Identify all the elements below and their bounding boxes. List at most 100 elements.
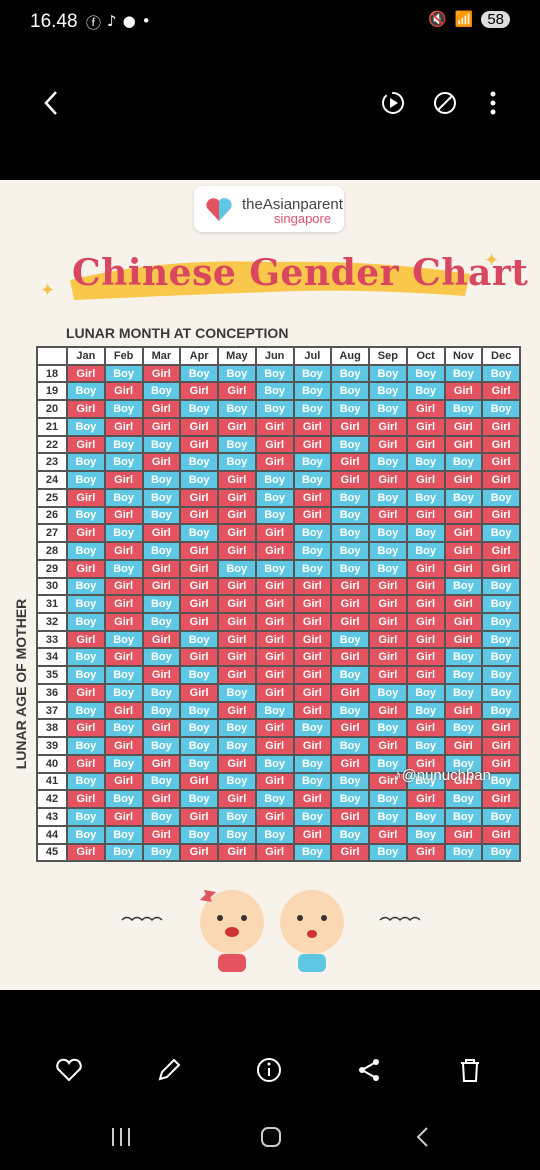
gender-cell: Girl bbox=[369, 630, 407, 649]
gender-cell: Boy bbox=[482, 595, 520, 614]
gender-cell: Boy bbox=[482, 648, 520, 667]
delete-icon[interactable] bbox=[455, 1055, 485, 1085]
gender-cell: Boy bbox=[255, 382, 294, 401]
gender-cell: Girl bbox=[142, 666, 181, 684]
gender-cell: Boy bbox=[369, 719, 407, 738]
gender-cell: Girl bbox=[218, 701, 256, 720]
gender-cell: Boy bbox=[444, 577, 483, 596]
gender-cell: Boy bbox=[369, 843, 407, 862]
gender-cell: Boy bbox=[444, 453, 483, 472]
gender-cell: Boy bbox=[331, 825, 369, 844]
age-cell: 21 bbox=[37, 417, 67, 436]
gender-cell: Boy bbox=[331, 559, 369, 578]
gender-cell: Boy bbox=[293, 843, 332, 862]
month-header: Nov bbox=[444, 347, 483, 365]
rotate-icon[interactable] bbox=[430, 86, 460, 120]
gender-cell: Girl bbox=[218, 613, 256, 631]
gender-cell: Girl bbox=[142, 630, 181, 649]
gender-cell: Boy bbox=[104, 524, 143, 543]
gender-cell: Girl bbox=[482, 825, 520, 844]
gender-cell: Girl bbox=[255, 417, 294, 436]
motion-photo-icon[interactable] bbox=[378, 86, 408, 120]
gender-cell: Boy bbox=[104, 666, 143, 684]
favorite-icon[interactable] bbox=[54, 1055, 84, 1085]
gender-cell: Girl bbox=[142, 417, 181, 436]
gender-cell: Boy bbox=[369, 790, 407, 809]
month-header: Oct bbox=[406, 347, 445, 365]
gender-cell: Girl bbox=[482, 435, 520, 454]
gender-cell: Girl bbox=[218, 754, 256, 773]
gender-cell: Boy bbox=[331, 400, 369, 418]
gender-cell: Girl bbox=[406, 471, 445, 489]
gender-cell: Girl bbox=[67, 400, 105, 418]
gender-cell: Girl bbox=[218, 471, 256, 489]
gender-cell: Boy bbox=[67, 666, 105, 684]
gender-cell: Boy bbox=[331, 488, 369, 507]
gender-cell: Boy bbox=[67, 453, 105, 472]
gender-cell: Boy bbox=[104, 754, 143, 773]
gender-cell: Boy bbox=[142, 471, 181, 489]
month-header: Jun bbox=[255, 347, 294, 365]
age-cell: 40 bbox=[37, 754, 67, 773]
gender-cell: Girl bbox=[331, 577, 369, 596]
gender-cell: Girl bbox=[369, 613, 407, 631]
gender-cell: Girl bbox=[482, 542, 520, 560]
gender-cell: Boy bbox=[444, 754, 483, 773]
gender-cell: Girl bbox=[218, 488, 256, 507]
system-icons: 🔇 📶 58 bbox=[428, 10, 510, 28]
gender-cell: Girl bbox=[104, 506, 143, 525]
gender-cell: Girl bbox=[482, 382, 520, 401]
gender-cell: Girl bbox=[255, 843, 294, 862]
gender-cell: Boy bbox=[218, 808, 256, 826]
gender-cell: Girl bbox=[255, 453, 294, 472]
back-icon[interactable] bbox=[408, 1124, 438, 1150]
gender-cell: Girl bbox=[142, 364, 181, 383]
mute-icon: 🔇 bbox=[427, 10, 447, 28]
gender-cell: Girl bbox=[444, 595, 483, 614]
gender-cell: Boy bbox=[218, 435, 256, 454]
gender-cell: Girl bbox=[104, 382, 143, 401]
gender-cell: Girl bbox=[255, 683, 294, 702]
notification-icons: ⓕ ♪ ● • bbox=[86, 12, 151, 33]
gender-cell: Boy bbox=[444, 843, 483, 862]
wifi-icon: 📶 bbox=[454, 10, 474, 28]
gender-cell: Boy bbox=[104, 488, 143, 507]
gender-cell: Girl bbox=[142, 524, 181, 543]
gender-cell: Boy bbox=[142, 701, 181, 720]
gender-cell: Girl bbox=[104, 417, 143, 436]
gender-cell: Girl bbox=[331, 648, 369, 667]
gender-cell: Boy bbox=[104, 719, 143, 738]
month-header: Aug bbox=[331, 347, 369, 365]
gender-cell: Boy bbox=[218, 719, 256, 738]
gender-cell: Boy bbox=[293, 471, 332, 489]
gender-cell: Girl bbox=[369, 772, 407, 791]
photo-image[interactable]: theAsianparent singapore Chinese Gender … bbox=[0, 180, 540, 990]
gender-cell: Boy bbox=[444, 364, 483, 383]
gender-cell: Boy bbox=[406, 808, 445, 826]
brand-logo: theAsianparent singapore bbox=[194, 186, 344, 232]
edit-icon[interactable] bbox=[154, 1055, 184, 1085]
gender-cell: Boy bbox=[444, 666, 483, 684]
back-arrow-icon[interactable] bbox=[38, 86, 68, 120]
more-icon[interactable] bbox=[478, 86, 508, 120]
gender-cell: Boy bbox=[406, 524, 445, 543]
gender-cell: Boy bbox=[180, 701, 218, 720]
recent-apps-icon[interactable] bbox=[106, 1124, 136, 1150]
gender-cell: Girl bbox=[180, 559, 218, 578]
gender-cell: Boy bbox=[255, 825, 294, 844]
age-cell: 19 bbox=[37, 382, 67, 401]
viewer-toolbar bbox=[0, 78, 540, 128]
gender-cell: Boy bbox=[369, 400, 407, 418]
gender-cell: Boy bbox=[444, 488, 483, 507]
gender-cell: Boy bbox=[331, 542, 369, 560]
gender-cell: Boy bbox=[255, 400, 294, 418]
share-icon[interactable] bbox=[354, 1055, 384, 1085]
gender-cell: Boy bbox=[67, 648, 105, 667]
info-icon[interactable] bbox=[254, 1055, 284, 1085]
gender-cell: Girl bbox=[406, 613, 445, 631]
gender-cell: Girl bbox=[482, 754, 520, 773]
home-icon[interactable] bbox=[256, 1124, 286, 1150]
age-cell: 34 bbox=[37, 648, 67, 667]
gender-cell: Girl bbox=[331, 719, 369, 738]
gender-cell: Girl bbox=[104, 648, 143, 667]
